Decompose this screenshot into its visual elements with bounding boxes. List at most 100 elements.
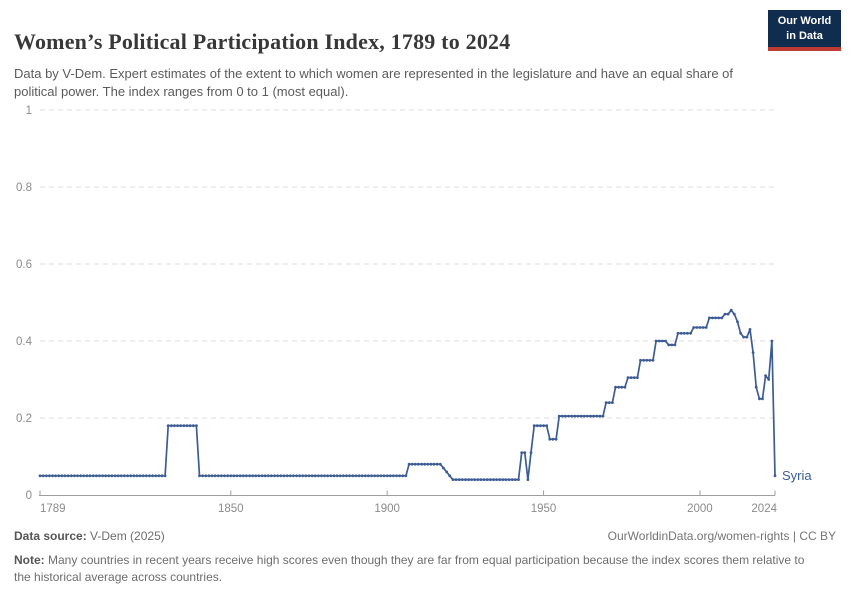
data-point-marker <box>373 474 377 478</box>
data-point-marker <box>657 339 661 343</box>
owid-logo-line2: in Data <box>786 29 823 42</box>
data-point-marker <box>342 474 345 478</box>
data-point-marker <box>551 437 555 441</box>
data-point-marker <box>310 474 314 478</box>
data-point-marker <box>226 474 230 478</box>
data-point-marker <box>742 335 746 339</box>
data-point-marker <box>63 474 67 478</box>
data-point-marker <box>160 474 164 478</box>
data-point-marker <box>82 474 86 478</box>
data-point-marker <box>689 331 692 335</box>
data-point-marker <box>732 312 736 316</box>
data-point-marker <box>238 474 242 478</box>
data-point-marker <box>758 397 761 401</box>
data-point-marker <box>313 474 317 478</box>
data-point-marker <box>129 474 133 478</box>
data-point-marker <box>523 451 527 454</box>
data-point-marker <box>442 466 445 470</box>
data-point-marker <box>251 474 255 478</box>
data-point-marker <box>476 478 480 481</box>
data-point-marker <box>138 474 142 478</box>
data-point-marker <box>370 474 373 478</box>
data-point-marker <box>151 474 155 478</box>
data-point-marker <box>773 474 777 478</box>
data-point-marker <box>323 474 326 478</box>
data-point-marker <box>736 320 739 324</box>
owid-logo-line1: Our World <box>777 15 832 28</box>
data-point-marker <box>470 478 473 481</box>
data-point-marker <box>266 474 270 478</box>
data-point-marker <box>573 414 577 418</box>
data-point-marker <box>701 326 705 329</box>
data-source: Data source: V-Dem (2025) <box>14 529 165 543</box>
data-point-marker <box>582 414 586 418</box>
license-label[interactable]: CC BY <box>799 529 836 543</box>
data-point-marker <box>101 474 104 478</box>
series-line-syria[interactable] <box>40 309 776 481</box>
data-point-marker <box>363 474 367 478</box>
data-point-marker <box>592 414 595 418</box>
data-point-marker <box>632 376 636 379</box>
owid-logo[interactable]: Our World in Data <box>768 10 841 51</box>
data-point-marker <box>770 339 774 343</box>
data-point-marker <box>529 451 533 454</box>
data-point-marker <box>307 474 311 478</box>
data-point-marker <box>395 474 398 478</box>
y-tick-label: 0.4 <box>16 336 33 348</box>
data-point-marker <box>276 474 280 478</box>
data-point-marker <box>76 474 79 478</box>
data-point-marker <box>54 474 57 478</box>
owid-url-link[interactable]: OurWorldinData.org/women-rights <box>607 529 790 543</box>
data-point-marker <box>223 474 226 478</box>
data-point-marker <box>198 474 201 478</box>
x-tick-label: 1900 <box>374 503 400 515</box>
data-point-marker <box>517 478 520 481</box>
data-point-marker <box>154 474 158 478</box>
data-point-marker <box>360 474 364 478</box>
data-point-marker <box>354 474 358 478</box>
data-point-marker <box>761 397 764 401</box>
data-point-marker <box>113 474 117 478</box>
data-point-marker <box>670 343 674 347</box>
page-title: Women’s Political Participation Index, 1… <box>14 28 511 54</box>
data-point-marker <box>423 462 427 466</box>
x-tick-label: 1950 <box>531 503 557 515</box>
data-point-marker <box>623 385 627 389</box>
data-point-marker <box>542 424 545 428</box>
data-point-marker <box>291 474 295 478</box>
data-point-marker <box>648 358 652 362</box>
note-label: Note: <box>14 553 45 567</box>
data-point-marker <box>317 474 320 478</box>
data-point-marker <box>748 328 752 331</box>
data-point-marker <box>498 478 502 481</box>
data-point-marker <box>176 424 180 428</box>
data-point-marker <box>195 424 198 428</box>
data-point-marker <box>495 478 498 481</box>
data-point-marker <box>85 474 89 478</box>
data-point-marker <box>460 478 464 481</box>
data-point-marker <box>601 414 605 418</box>
data-point-marker <box>617 385 620 389</box>
data-point-marker <box>560 414 564 418</box>
data-point-marker <box>254 474 258 478</box>
data-point-marker <box>98 474 101 478</box>
data-point-marker <box>611 401 614 404</box>
data-point-marker <box>379 474 383 478</box>
data-point-marker <box>298 474 301 478</box>
data-point-marker <box>739 331 742 335</box>
data-point-marker <box>767 378 771 381</box>
data-point-marker <box>204 474 208 478</box>
data-point-marker <box>548 437 552 441</box>
data-point-marker <box>295 474 298 478</box>
data-point-marker <box>539 424 542 428</box>
data-source-value: V-Dem (2025) <box>90 529 165 543</box>
data-point-marker <box>545 424 549 428</box>
data-point-marker <box>717 316 721 320</box>
data-point-marker <box>692 326 696 329</box>
data-point-marker <box>686 331 689 335</box>
data-point-marker <box>620 385 624 389</box>
data-point-marker <box>41 474 45 478</box>
x-tick-label: 1789 <box>40 503 66 515</box>
